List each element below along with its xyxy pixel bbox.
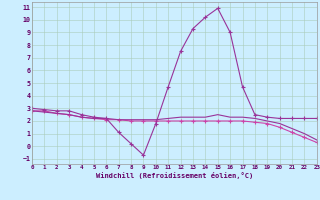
X-axis label: Windchill (Refroidissement éolien,°C): Windchill (Refroidissement éolien,°C) [96,172,253,179]
